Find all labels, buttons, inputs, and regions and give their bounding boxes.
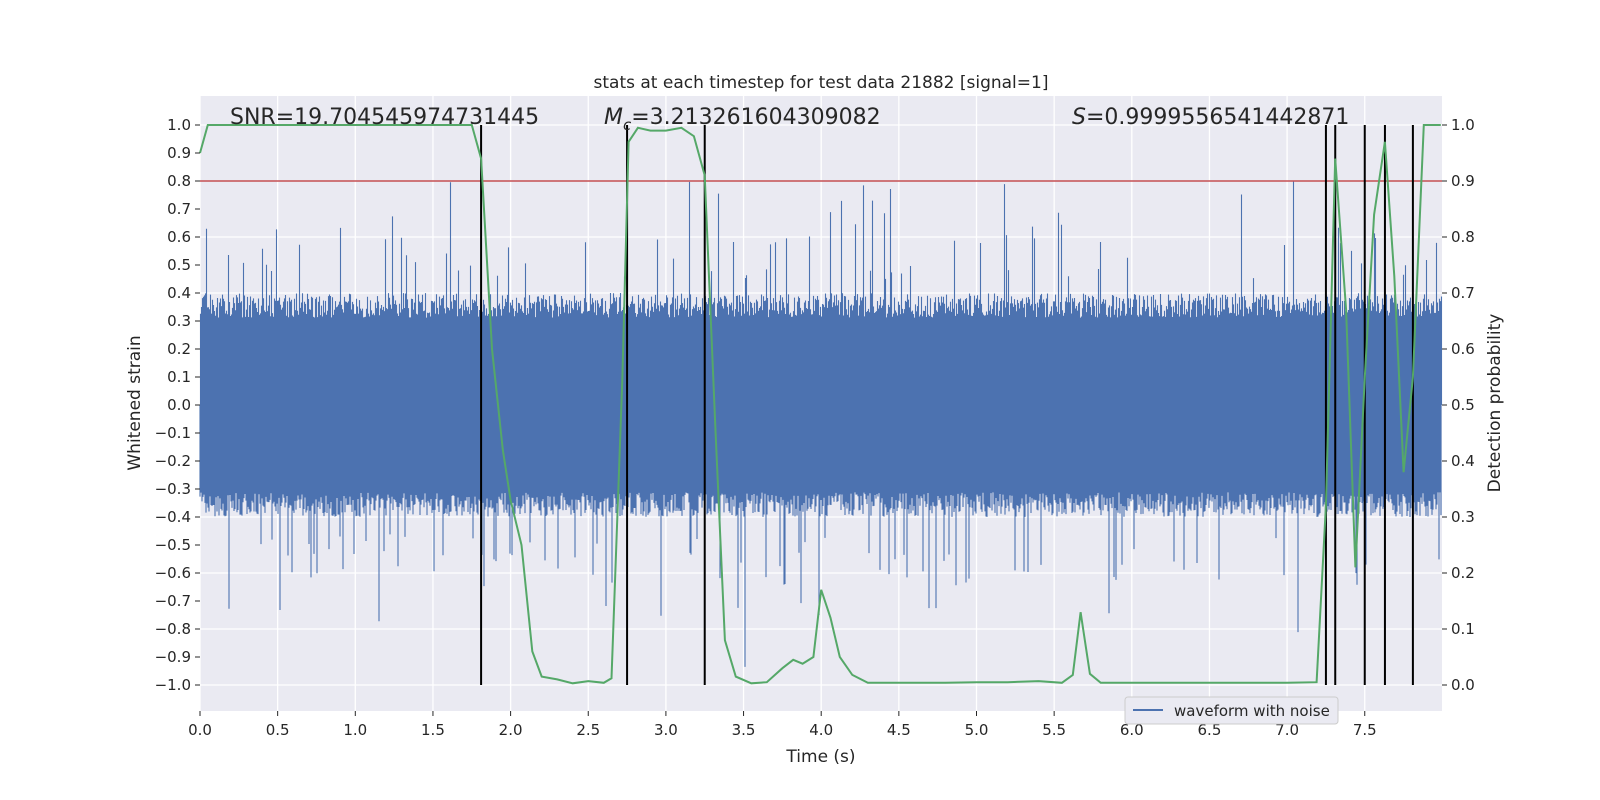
x-tick-label: 0.5 [266, 721, 290, 739]
mc-symbol: M [604, 105, 623, 130]
y-tick-label: 0.8 [167, 172, 191, 190]
y2-tick-label: 0.6 [1451, 340, 1475, 358]
y-tick-label: 1.0 [167, 116, 191, 134]
waveform-series [199, 181, 1443, 667]
y2-tick-label: 0.4 [1451, 452, 1475, 470]
y2-tick-label: 0.3 [1451, 508, 1475, 526]
x-tick-label: 0.0 [188, 721, 212, 739]
y-tick-label: 0.7 [167, 200, 191, 218]
x-tick-label: 1.5 [421, 721, 445, 739]
y-axis-label: Whitened strain [125, 335, 145, 470]
x-tick-label: 7.5 [1353, 721, 1377, 739]
x-tick-label: 6.5 [1198, 721, 1222, 739]
y2-tick-label: 0.1 [1451, 620, 1475, 638]
x-tick-label: 1.0 [343, 721, 367, 739]
y2-tick-label: 0.9 [1451, 172, 1475, 190]
legend: waveform with noise [1124, 696, 1339, 725]
x-tick-label: 2.0 [499, 721, 523, 739]
y-tick-label: −0.2 [155, 452, 191, 470]
mc-value: =3.213261604309082 [631, 105, 880, 130]
probability-line [199, 124, 1441, 685]
y-tick-label: 0.4 [167, 284, 191, 302]
x-tick-label: 4.5 [887, 721, 911, 739]
legend-box [1124, 696, 1339, 725]
chirp-mass-annotation: Mc=3.213261604309082 [604, 105, 881, 134]
x-tick-label: 6.0 [1120, 721, 1144, 739]
y-tick-label: −0.3 [155, 480, 191, 498]
y-tick-label: −1.0 [155, 676, 191, 694]
y-tick-label: 0.6 [167, 228, 191, 246]
y2-tick-label: 1.0 [1451, 116, 1475, 134]
x-axis-label: Time (s) [785, 747, 855, 767]
x-tick-label: 3.5 [732, 721, 756, 739]
y-tick-label: −0.7 [155, 592, 191, 610]
x-axis-ticks: 0.0 0.5 1.0 1.5 2.0 2.5 3.0 3.5 4.0 4.5 5.0 5.5 6.0 6… [188, 711, 1377, 739]
event-markers [480, 125, 1414, 685]
y-tick-label: −0.6 [155, 564, 191, 582]
y2-tick-label: 0.0 [1451, 676, 1475, 694]
y-tick-label: −0.9 [155, 648, 191, 666]
y-tick-label: 0.2 [167, 340, 191, 358]
y-tick-label: −0.5 [155, 536, 191, 554]
y-tick-label: 0.0 [167, 396, 191, 414]
y-tick-label: −0.1 [155, 424, 191, 442]
chart-title: stats at each timestep for test data 218… [594, 73, 1049, 93]
y2-tick-label: 0.8 [1451, 228, 1475, 246]
y2-tick-label: 0.5 [1451, 396, 1475, 414]
snr-annotation: SNR=19.704545974731445 [230, 105, 539, 130]
x-tick-label: 4.0 [809, 721, 833, 739]
y-tick-label: −0.4 [155, 508, 191, 526]
y-tick-label: 0.9 [167, 144, 191, 162]
y-tick-label: 0.1 [167, 368, 191, 386]
s-symbol: S [1072, 105, 1086, 130]
s-value: =0.9999556541442871 [1086, 105, 1349, 130]
x-tick-label: 2.5 [576, 721, 600, 739]
x-tick-label: 7.0 [1275, 721, 1299, 739]
y2-axis-label: Detection probability [1485, 314, 1505, 493]
significance-annotation: S=0.9999556541442871 [1072, 105, 1349, 130]
x-tick-label: 5.0 [965, 721, 989, 739]
y-tick-label: 0.5 [167, 256, 191, 274]
y-tick-label: −0.8 [155, 620, 191, 638]
x-tick-label: 5.5 [1042, 721, 1066, 739]
y2-tick-label: 0.2 [1451, 564, 1475, 582]
mc-subscript: c [623, 116, 632, 134]
legend-label: waveform with noise [1174, 702, 1330, 720]
y-tick-label: 0.3 [167, 312, 191, 330]
x-tick-label: 3.0 [654, 721, 678, 739]
y-axis-ticks: 1.0 0.9 0.8 0.7 0.6 0.5 0.4 0.3 0.2 0.1 0.0 −0.1 −0.… [155, 116, 200, 694]
waveform-trace [199, 181, 1443, 667]
y2-tick-label: 0.7 [1451, 284, 1475, 302]
y2-axis-ticks: 1.0 0.9 0.8 0.7 0.6 0.5 0.4 0.3 0.2 0.1 0.0 [1442, 116, 1475, 694]
